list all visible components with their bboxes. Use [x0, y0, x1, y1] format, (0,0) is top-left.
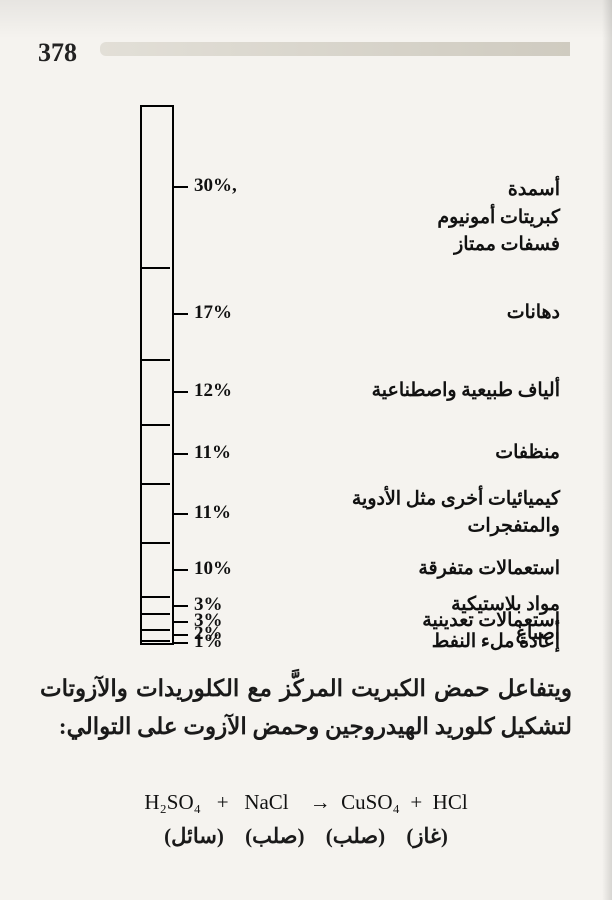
chart-category-label: أسمدةكبريتات أمونيومفسفات ممتاز [280, 176, 560, 259]
chart-segment-divider [140, 267, 170, 269]
chart-tick [174, 453, 188, 455]
chart-category-label: إعادة ملء النفط [280, 629, 560, 657]
state-4: (سائل) [156, 824, 232, 849]
chart-percent-label: 17% [194, 302, 232, 324]
eq-lhs1: H₂SO₄ [144, 790, 201, 814]
paper-shade [0, 0, 612, 48]
chart-segment-divider [140, 640, 170, 642]
eq-arrow: → [310, 790, 331, 814]
eq-rhs1: CuSO₄ [341, 790, 400, 814]
chart-category-label: دهانات [280, 299, 560, 327]
chart-segment-divider [140, 613, 170, 615]
body-paragraph: ويتفاعل حمض الكبريت المركَّز مع الكلوريد… [40, 670, 572, 746]
state-3: (صلب) [237, 824, 312, 849]
chart-bar-column [140, 105, 174, 645]
chart-percent-label: 12% [194, 380, 232, 402]
chart-category-label: منظفات [280, 440, 560, 468]
chart-tick [174, 513, 188, 515]
chart-category-label: ألياف طبيعية واصطناعية [280, 377, 560, 405]
chart-segment-divider [140, 359, 170, 361]
chart-percent-label: 11% [194, 502, 231, 524]
chart-segment-divider [140, 483, 170, 485]
chart-percent-label: 30%, [194, 175, 237, 197]
chart-category-label: كيميائيات أخرى مثل الأدوية والمتفجرات [280, 485, 560, 540]
page-right-edge [602, 0, 612, 900]
eq-rhs2: HCl [433, 790, 468, 814]
chart-segment-divider [140, 424, 170, 426]
eq-lhs2: NaCl [244, 790, 288, 814]
chart-tick [174, 605, 188, 607]
chart-percent-label: 1% [194, 631, 223, 653]
chart-tick [174, 313, 188, 315]
chart-tick [174, 391, 188, 393]
chart-tick [174, 634, 188, 636]
state-1: (غاز) [398, 824, 456, 849]
page-number: 378 [38, 38, 77, 68]
chart-segment-divider [140, 596, 170, 598]
chemical-equation: H₂SO₄ + NaCl → CuSO₄ + HCl [0, 790, 612, 815]
chart-category-label: استعمالات متفرقة [280, 556, 560, 584]
chart-segment-divider [140, 542, 170, 544]
state-2: (صلب) [318, 824, 393, 849]
percent-column-chart: 30%, أسمدةكبريتات أمونيومفسفات ممتاز 17% ده… [140, 105, 560, 645]
chart-tick [174, 642, 188, 644]
chart-tick [174, 186, 188, 188]
header-bar [100, 42, 570, 56]
equation-states: (غاز) (صلب) (صلب) (سائل) [0, 824, 612, 849]
chart-percent-label: 11% [194, 442, 231, 464]
chart-percent-label: 10% [194, 558, 232, 580]
chart-tick [174, 621, 188, 623]
chart-segment-divider [140, 629, 170, 631]
eq-plus2: + [410, 790, 422, 814]
chart-tick [174, 569, 188, 571]
page: 378 30%, أسمدةكبريتات أمونيومفسفات ممتاز 1… [0, 0, 612, 900]
eq-plus1: + [217, 790, 229, 814]
